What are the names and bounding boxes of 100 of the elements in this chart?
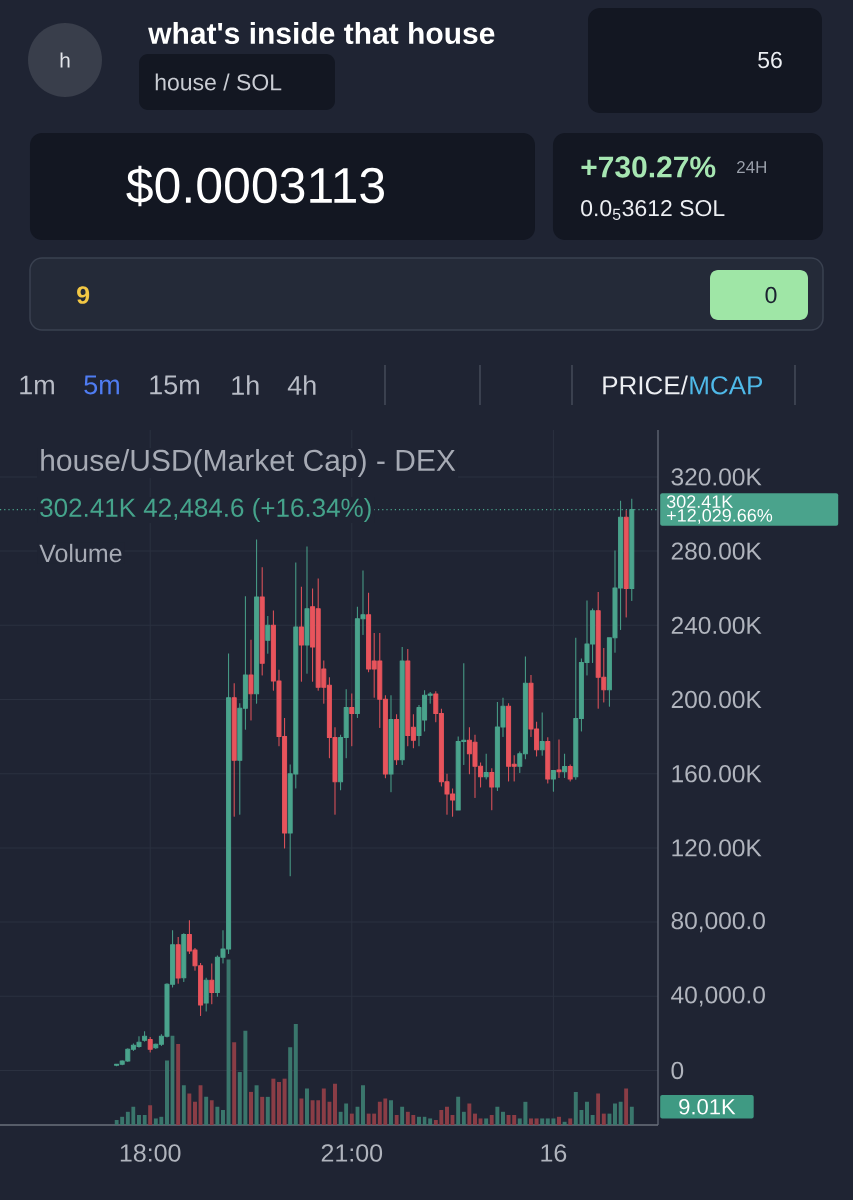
y-tick-label: 0	[671, 1061, 684, 1080]
text: 1m	[20, 375, 54, 395]
y-tick-label: 320.00K	[671, 468, 762, 486]
bar	[573, 1091, 578, 1125]
bar	[461, 1111, 466, 1125]
y-tick-label: 120.00K	[672, 839, 762, 857]
text: 302.41K 42,484.6 (+16.34%)	[40, 497, 371, 523]
bar	[276, 1081, 281, 1125]
bar	[512, 1115, 517, 1125]
text: 1h	[232, 375, 259, 395]
bar	[472, 1113, 477, 1125]
candlestick	[388, 694, 394, 793]
text: 24H	[737, 161, 766, 173]
y-tick-label: 240.00K	[671, 616, 762, 634]
text: 15m	[150, 375, 199, 395]
bar	[590, 1115, 595, 1125]
bar	[456, 1096, 461, 1125]
bar	[556, 1116, 561, 1125]
text: PRICE/	[603, 375, 688, 395]
candlestick	[265, 615, 271, 654]
bar	[260, 1096, 265, 1125]
x-tick-label: 16	[541, 1144, 567, 1162]
text: 0.0$_{5}$3612 SOL	[581, 200, 725, 220]
text: 5m	[84, 375, 119, 395]
candlestick	[298, 586, 304, 682]
bar	[495, 1106, 500, 1125]
bar	[428, 1118, 433, 1125]
y-tick-label: 80,000.0	[671, 911, 765, 933]
candlestick	[248, 639, 254, 721]
bar	[187, 1093, 192, 1125]
bar	[629, 1106, 634, 1125]
y-tick-label: 280.00K	[671, 542, 762, 560]
text: 4h	[287, 375, 316, 395]
text: 0	[765, 286, 777, 304]
candlestick	[259, 566, 265, 676]
bar	[349, 1113, 354, 1125]
candlestick	[567, 763, 573, 782]
candlestick	[399, 646, 405, 765]
text: 9	[77, 286, 90, 304]
bar	[220, 1110, 225, 1125]
bar	[248, 1091, 253, 1125]
text: h	[60, 52, 70, 68]
candlestick	[550, 769, 556, 792]
ref-line-label: 302.41K +12,029.66%	[666, 495, 773, 524]
bar	[618, 1101, 623, 1125]
chart-title: Volume	[39, 543, 122, 563]
text: MCAP	[690, 376, 763, 395]
bar	[271, 1078, 276, 1125]
candlestick	[539, 711, 545, 756]
text: 56	[758, 51, 782, 69]
candlestick	[147, 1036, 153, 1053]
bar	[562, 1121, 567, 1125]
candlestick	[394, 713, 400, 765]
bar	[394, 1115, 399, 1125]
bar	[142, 1115, 147, 1125]
y-tick-label: 40,000.0	[671, 986, 765, 1007]
text: $0.0003113	[126, 165, 384, 207]
candlestick	[181, 932, 187, 982]
bar	[265, 1096, 270, 1125]
bar	[282, 1078, 287, 1125]
text: 9.01K	[679, 1098, 736, 1115]
bar	[500, 1111, 505, 1125]
bar	[332, 1083, 337, 1125]
bar	[596, 1093, 601, 1125]
bar	[204, 1096, 209, 1125]
candlestick	[483, 753, 489, 780]
bar	[215, 1106, 220, 1125]
candlestick	[175, 936, 181, 984]
bar	[584, 1101, 589, 1125]
bar	[360, 1085, 365, 1125]
candlestick	[142, 1030, 148, 1042]
candlestick	[231, 682, 237, 817]
bar	[484, 1118, 489, 1125]
bar	[444, 1106, 449, 1125]
bar	[254, 1085, 259, 1125]
y-tick-label: 200.00K	[671, 690, 762, 709]
text: house/USD(Market Cap) - DEX	[41, 449, 456, 477]
bar	[321, 1088, 326, 1125]
candlestick	[623, 509, 629, 618]
text: house / SOL	[155, 73, 282, 91]
bar	[232, 1042, 237, 1125]
y-tick-label: 160.00K	[672, 765, 762, 783]
candlestick	[304, 545, 310, 674]
candlestick	[545, 736, 551, 784]
bar	[293, 1024, 298, 1125]
candlestick	[349, 692, 355, 747]
text: what's inside that house	[148, 21, 495, 45]
bar	[288, 1047, 293, 1125]
bar	[148, 1105, 153, 1125]
bar	[523, 1101, 528, 1125]
bar	[601, 1113, 606, 1125]
bar	[192, 1101, 197, 1125]
bar	[181, 1085, 186, 1125]
bar	[545, 1118, 550, 1125]
bar	[400, 1106, 405, 1125]
bar	[310, 1100, 315, 1125]
bar	[176, 1043, 181, 1125]
candlestick	[254, 538, 260, 704]
bar	[388, 1100, 393, 1125]
candlestick	[556, 738, 562, 778]
